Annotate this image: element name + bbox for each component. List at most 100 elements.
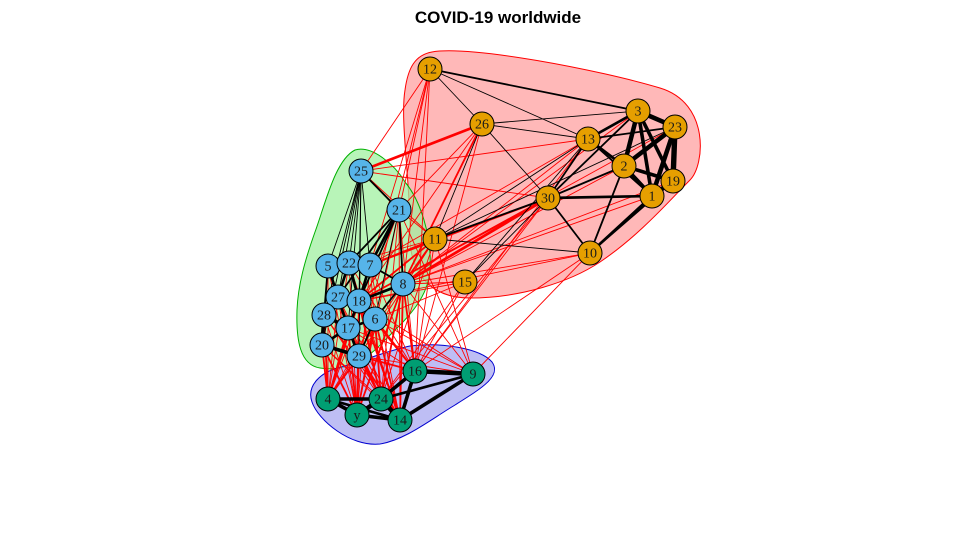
node-3: 3 xyxy=(625,98,651,124)
node-label-9: 9 xyxy=(470,368,477,383)
edge-12-16 xyxy=(414,68,431,372)
node-12: 12 xyxy=(417,56,443,82)
node-label-6: 6 xyxy=(372,313,379,328)
edge-11-23 xyxy=(434,126,676,240)
node-18: 18 xyxy=(346,288,372,314)
node-circle-28 xyxy=(311,302,337,328)
edge-26-11 xyxy=(434,123,483,240)
edge-26-25 xyxy=(359,122,484,173)
node-19: 19 xyxy=(660,168,686,194)
edge-26-30 xyxy=(481,123,549,199)
edge-25-27 xyxy=(337,170,362,298)
edge-30-25 xyxy=(360,170,549,199)
node-20: 20 xyxy=(309,332,335,358)
node-circle-15 xyxy=(452,269,478,295)
node-circle-10 xyxy=(577,240,603,266)
node-label-28: 28 xyxy=(317,309,331,324)
node-label-19: 19 xyxy=(666,175,680,190)
edge-11-10 xyxy=(434,238,591,254)
edge-25-22 xyxy=(348,170,362,264)
node-label-20: 20 xyxy=(315,339,329,354)
node-17: 17 xyxy=(335,315,361,341)
node-circle-9 xyxy=(460,361,486,387)
node-29: 29 xyxy=(346,343,372,369)
node-label-y: y xyxy=(354,409,361,424)
node-circle-3 xyxy=(625,98,651,124)
node-28: 28 xyxy=(311,302,337,328)
node-label-26: 26 xyxy=(475,118,489,133)
node-circle-13 xyxy=(575,126,601,152)
edge-26-8 xyxy=(402,123,483,285)
edge-13-23 xyxy=(587,126,676,140)
node-label-30: 30 xyxy=(541,192,555,207)
node-9: 9 xyxy=(460,361,486,387)
plot-title: COVID-19 worldwide xyxy=(414,8,582,27)
node-27: 27 xyxy=(325,284,351,310)
node-25: 25 xyxy=(348,158,374,184)
node-1: 1 xyxy=(639,183,665,209)
edge-25-7 xyxy=(360,170,371,266)
edge-9-11 xyxy=(434,238,474,375)
edge-25-5 xyxy=(327,170,362,267)
edge-21-6 xyxy=(374,209,400,320)
edge-30-1 xyxy=(546,194,654,200)
node-label-25: 25 xyxy=(354,165,368,180)
node-24: 24 xyxy=(368,386,394,412)
node-label-24: 24 xyxy=(374,393,388,408)
edge-11-30 xyxy=(434,197,549,240)
node-circle-18 xyxy=(346,288,372,314)
edge-12-21 xyxy=(398,68,431,211)
node-circle-19 xyxy=(660,168,686,194)
node-8: 8 xyxy=(390,271,416,297)
edge-1-8 xyxy=(402,195,653,285)
node-6: 6 xyxy=(362,306,388,332)
node-4: 4 xyxy=(315,386,341,412)
node-label-1: 1 xyxy=(649,190,656,205)
edge-9-8 xyxy=(402,283,474,375)
edge-12-13 xyxy=(429,68,589,140)
node-circle-26 xyxy=(469,111,495,137)
edge-26-3 xyxy=(481,110,639,125)
node-label-11: 11 xyxy=(428,233,441,248)
edge-10-2 xyxy=(589,165,625,254)
node-label-23: 23 xyxy=(668,121,682,136)
edge-3-19 xyxy=(636,109,675,183)
node-7: 7 xyxy=(357,252,383,278)
edge-30-2 xyxy=(547,165,625,199)
node-circle-20 xyxy=(309,332,335,358)
edge-16-7 xyxy=(369,264,416,372)
node-label-7: 7 xyxy=(367,259,374,274)
node-circle-29 xyxy=(346,343,372,369)
node-16: 16 xyxy=(402,358,428,384)
edge-10-16 xyxy=(414,252,591,372)
edge-21-18 xyxy=(358,209,400,302)
edge-y-20 xyxy=(321,344,358,416)
edge-26-21 xyxy=(398,123,483,211)
node-circle-2 xyxy=(611,153,637,179)
edge-3-1 xyxy=(636,109,654,198)
edge-y-8 xyxy=(356,283,404,416)
node-30: 30 xyxy=(535,185,561,211)
node-label-14: 14 xyxy=(393,414,407,429)
edge-y-7 xyxy=(356,264,371,416)
edge-16-8 xyxy=(402,283,416,372)
edge-10-9 xyxy=(472,252,591,375)
edge-19-8 xyxy=(402,180,674,285)
node-circle-17 xyxy=(335,315,361,341)
edge-9-14 xyxy=(398,372,475,422)
node-circle-25 xyxy=(348,158,374,184)
node-21: 21 xyxy=(386,197,412,223)
node-label-8: 8 xyxy=(400,278,407,293)
node-10: 10 xyxy=(577,240,603,266)
edge-9-17 xyxy=(347,327,474,375)
node-circle-16 xyxy=(402,358,428,384)
edge-15-30 xyxy=(464,197,549,283)
node-circle-7 xyxy=(357,252,383,278)
node-label-18: 18 xyxy=(352,295,366,310)
node-label-13: 13 xyxy=(581,133,595,148)
edge-11-13 xyxy=(434,138,589,240)
edge-12-8 xyxy=(402,68,431,285)
node-circle-24 xyxy=(368,386,394,412)
edge-15-13 xyxy=(464,138,589,283)
node-circle-1 xyxy=(639,183,665,209)
